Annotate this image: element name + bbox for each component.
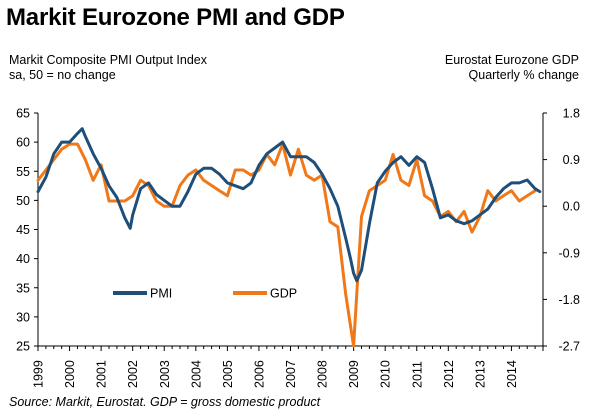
x-tick-label: 1999 <box>32 360 46 388</box>
left-tick-label: 50 <box>16 194 30 208</box>
left-tick-label: 40 <box>16 252 30 266</box>
left-tick-label: 30 <box>16 310 30 324</box>
left-tick-label: 25 <box>16 340 30 354</box>
series-line-gdp <box>36 142 537 348</box>
x-tick-label: 2008 <box>316 360 330 388</box>
chart-title: Markit Eurozone PMI and GDP <box>6 4 345 31</box>
left-tick-label: 65 <box>16 107 30 121</box>
chart-source: Source: Markit, Eurostat. GDP = gross do… <box>9 395 321 409</box>
legend-label-gdp: GDP <box>270 287 297 301</box>
right-axis-title-line-2: Quarterly % change <box>468 68 579 82</box>
legend-label-pmi: PMI <box>150 287 172 301</box>
x-tick-label: 2009 <box>347 360 361 388</box>
x-tick-label: 2007 <box>284 360 298 388</box>
right-axis-title-line-1: Eurostat Eurozone GDP <box>444 53 579 67</box>
axes: 25 30 35 40 45 50 55 60 65 -2.7 -1.8 -0.9 0.0 0.9 1.8 1… <box>16 107 580 389</box>
x-tick-label: 2002 <box>126 360 140 388</box>
left-tick-label: 55 <box>16 165 30 179</box>
x-tick-label: 2011 <box>410 361 424 388</box>
x-tick-label: 2000 <box>63 360 77 388</box>
left-tick-label: 60 <box>16 136 30 150</box>
x-tick-label: 2006 <box>252 360 266 388</box>
series-lines <box>36 127 542 348</box>
right-tick-label: 1.8 <box>563 107 580 121</box>
x-tick-label: 2003 <box>158 360 172 388</box>
x-tick-label: 2010 <box>379 360 393 388</box>
x-tick-label: 2001 <box>95 360 109 388</box>
left-axis-title-line-1: Markit Composite PMI Output Index <box>9 53 207 67</box>
x-tick-label: 2014 <box>505 360 519 388</box>
left-axis-title: Markit Composite PMI Output Index sa, 50… <box>9 53 207 83</box>
x-tick-label: 2013 <box>473 360 487 388</box>
right-tick-label: -2.7 <box>558 340 580 354</box>
right-tick-label: -1.8 <box>558 293 580 307</box>
x-tick-label: 2004 <box>189 360 203 388</box>
right-tick-label: -0.9 <box>558 246 580 260</box>
left-tick-label: 45 <box>16 223 30 237</box>
left-axis-title-line-2: sa, 50 = no change <box>9 68 116 82</box>
right-tick-label: 0.9 <box>563 153 580 167</box>
left-tick-label: 35 <box>16 281 30 295</box>
legend: PMI GDP <box>113 287 297 301</box>
x-tick-label: 2005 <box>221 360 235 388</box>
right-axis-title: Eurostat Eurozone GDP Quarterly % change <box>445 53 579 83</box>
x-tick-label: 2012 <box>442 360 456 388</box>
right-tick-label: 0.0 <box>563 200 580 214</box>
series-line-pmi <box>36 127 542 283</box>
